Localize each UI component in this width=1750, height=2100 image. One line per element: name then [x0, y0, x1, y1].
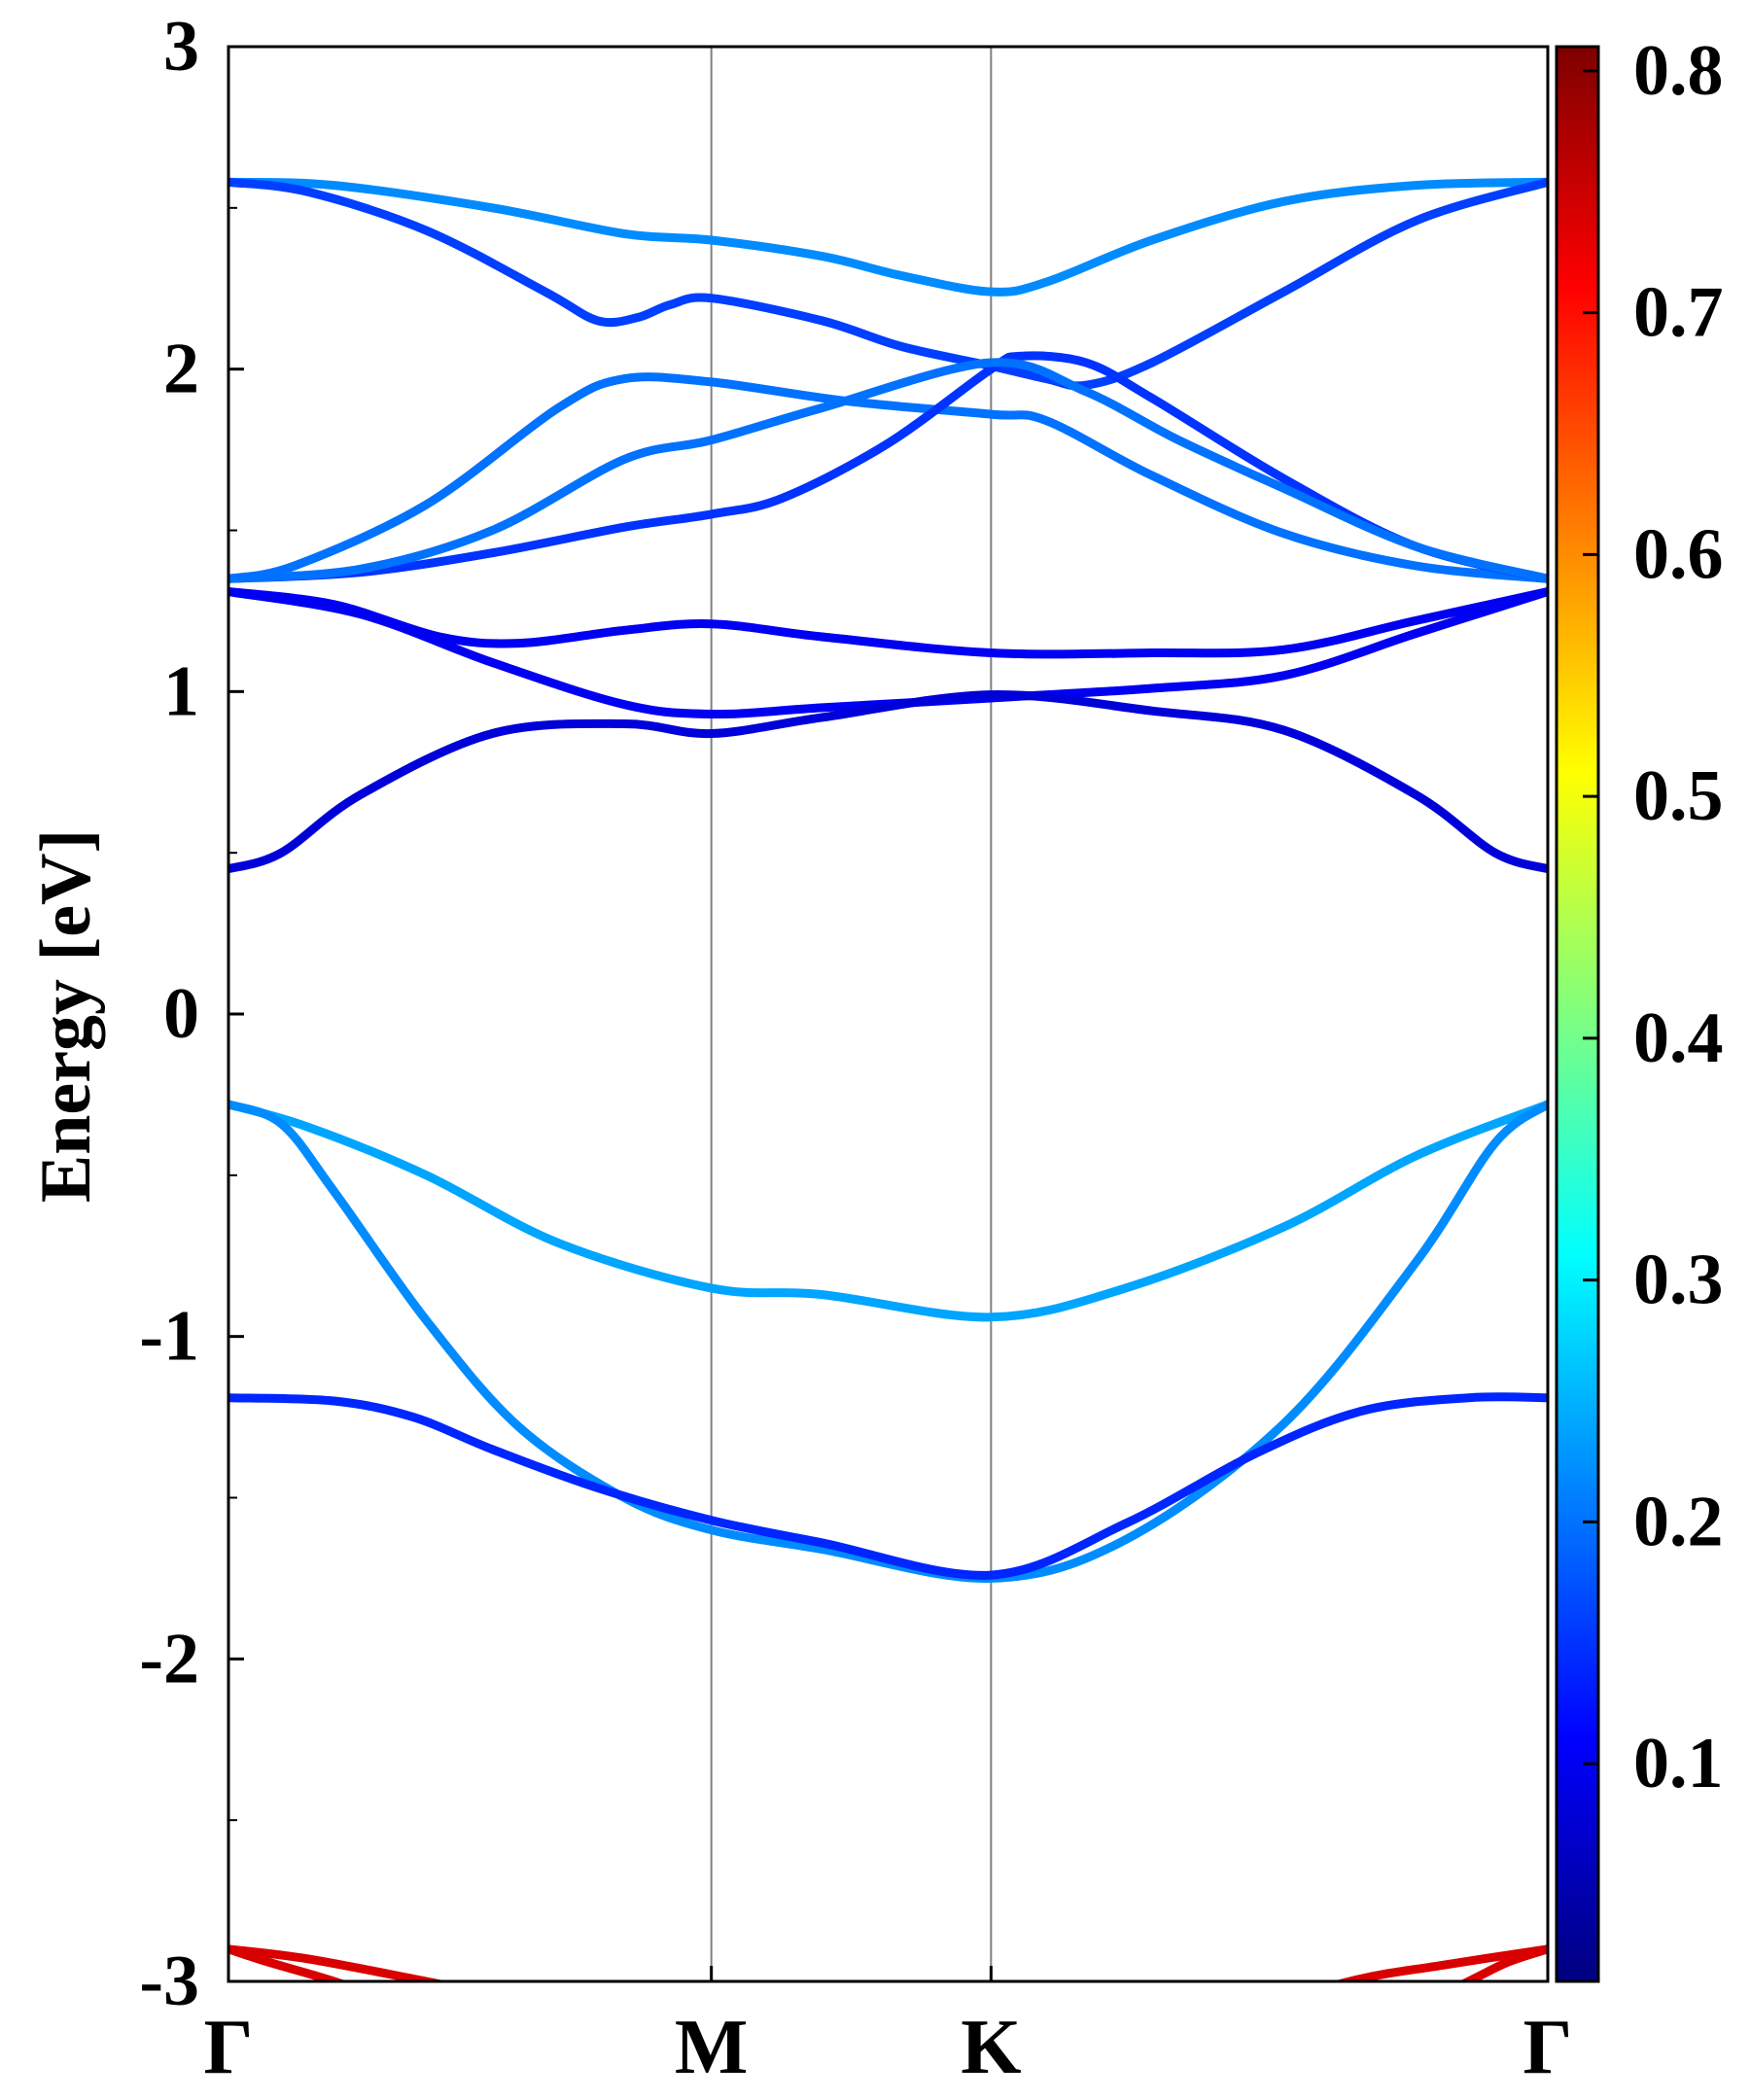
x-tick-label: Γ: [1523, 2005, 1573, 2090]
band-lines: [228, 177, 1548, 1981]
band-line-7: [228, 690, 1548, 874]
colorbar-tick-label: 0.8: [1633, 31, 1724, 111]
band-line-11: [228, 1944, 449, 1981]
colorbar-tick-label: 0.7: [1633, 273, 1724, 353]
band-line-8: [228, 1100, 1548, 1322]
x-tick-label: M: [675, 2005, 749, 2090]
band-line-14: [1458, 1944, 1548, 1981]
k-point-lines: [710, 47, 993, 1981]
colorbar-tick-label: 0.6: [1633, 514, 1724, 594]
plot-frame: [227, 45, 1550, 1983]
y-tick-label: 1: [163, 651, 199, 731]
colorbar: 0.1 0.2 0.3 0.4 0.5 0.6 0.7 0.8: [1555, 31, 1724, 1983]
x-tick-label: Γ: [204, 2005, 254, 2090]
band-line-13: [1332, 1944, 1548, 1981]
colorbar-tick-label: 0.4: [1633, 998, 1724, 1078]
y-tick-label: 3: [163, 7, 199, 87]
y-tick-label: -1: [139, 1297, 199, 1377]
colorbar-tick-label: 0.1: [1633, 1724, 1724, 1803]
band-line-6: [228, 587, 1548, 719]
band-line-12: [228, 1944, 348, 1981]
colorbar-tick-label: 0.5: [1633, 756, 1724, 836]
band-line-9: [228, 1100, 1548, 1583]
y-tick-label: 2: [163, 330, 199, 409]
band-line-10: [228, 1392, 1548, 1580]
y-tick-label: -2: [139, 1619, 199, 1698]
colorbar-tick-label: 0.3: [1633, 1241, 1724, 1320]
colorbar-tick-label: 0.2: [1633, 1482, 1724, 1561]
band-line-1: [228, 177, 1548, 391]
band-line-2: [228, 372, 1548, 583]
colorbar-ticks: 0.1 0.2 0.3 0.4 0.5 0.6 0.7 0.8: [1583, 31, 1724, 1803]
band-line-0: [228, 177, 1548, 297]
band-line-3: [228, 351, 1548, 583]
y-tick-label: -3: [139, 1942, 199, 2021]
x-tick-label: K: [961, 2005, 1021, 2090]
band-line-5: [228, 587, 1548, 659]
colorbar-gradient: [1555, 45, 1600, 1983]
y-axis: -3 -2 -1 0 1 2 3: [139, 7, 244, 2021]
y-axis-label: Energy [eV]: [26, 829, 106, 1203]
y-tick-label: 0: [163, 974, 199, 1054]
band-line-4: [228, 358, 1548, 583]
